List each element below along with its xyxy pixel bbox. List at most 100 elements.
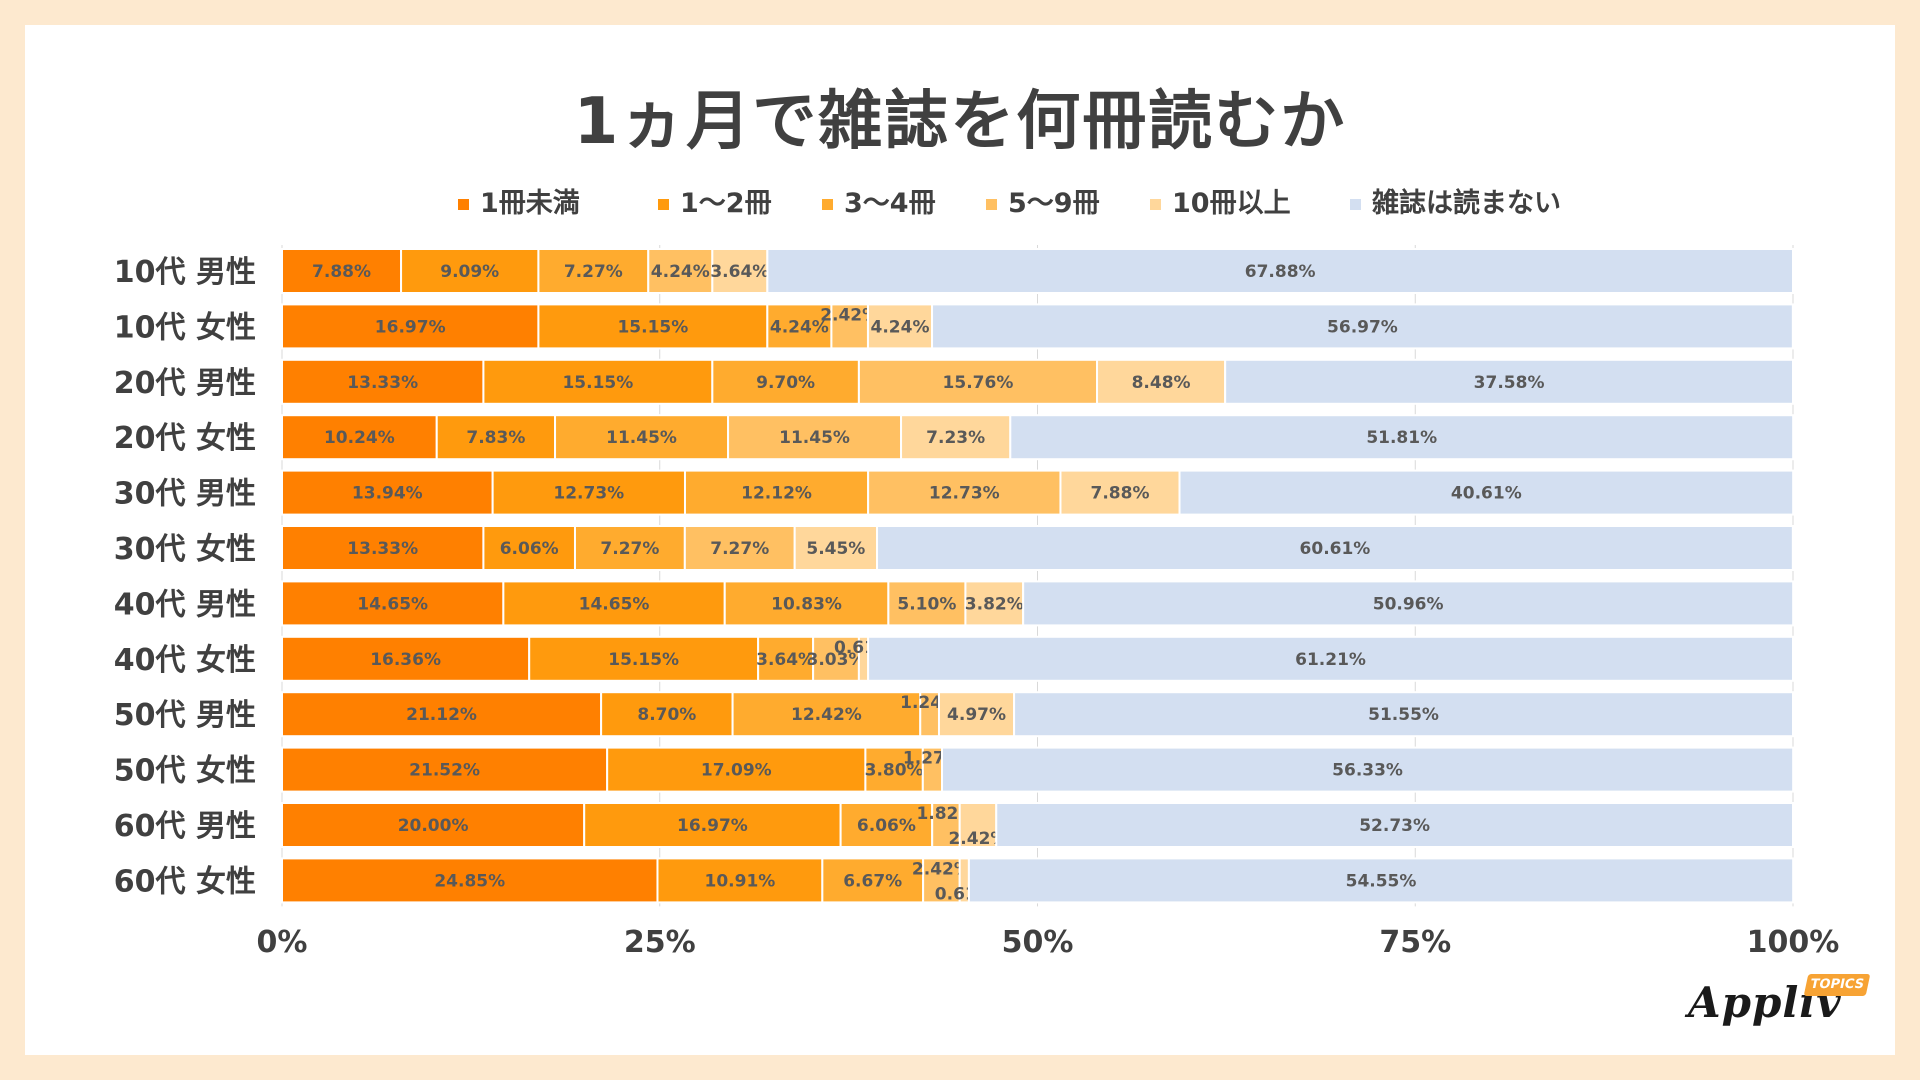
bar-segment: [922, 857, 961, 904]
data-label: 9.70%: [756, 373, 815, 393]
category-label: 40代 男性: [114, 587, 256, 622]
bar-segment: [683, 469, 870, 516]
data-label: 5.45%: [806, 539, 865, 559]
data-label: 3.82%: [965, 594, 1024, 614]
x-tick-label: 100%: [1747, 925, 1840, 960]
x-tick-label: 75%: [1379, 925, 1451, 960]
category-label: 40代 女性: [114, 643, 256, 678]
data-label: 60.61%: [1300, 539, 1371, 559]
data-label: 52.73%: [1359, 816, 1430, 836]
bar-segment: [757, 635, 815, 682]
category-label: 10代 男性: [114, 255, 256, 290]
data-label: 40.61%: [1451, 484, 1522, 504]
bar-segment: [1009, 414, 1795, 461]
legend-label: 雑誌は読まない: [1371, 187, 1561, 219]
bar-segment: [723, 580, 890, 627]
data-label: 4.24%: [871, 317, 930, 337]
data-label: 15.76%: [943, 373, 1014, 393]
bar-segment: [400, 248, 540, 294]
data-label: 13.94%: [352, 484, 423, 504]
data-label: 50.96%: [1373, 594, 1444, 614]
data-label: 21.12%: [406, 705, 477, 725]
bar-segment: [1059, 469, 1181, 516]
bar-segment: [1096, 358, 1227, 405]
data-label: 5.10%: [897, 594, 956, 614]
bar-segment: [887, 580, 967, 627]
x-tick-label: 0%: [257, 925, 308, 960]
bar-segment: [967, 857, 1795, 904]
bar-segment: [482, 525, 576, 571]
data-label: 7.27%: [564, 262, 623, 282]
data-label: 7.27%: [600, 539, 659, 559]
data-label: 7.83%: [466, 428, 525, 448]
data-label: 9.09%: [440, 262, 499, 282]
data-label: 13.33%: [347, 373, 418, 393]
category-label: 60代 女性: [114, 864, 256, 899]
chart-title: 1ヵ月で雑誌を何冊読むか: [573, 85, 1347, 159]
data-label: 3.64%: [756, 650, 815, 670]
bar-segment: [958, 802, 998, 848]
data-label: 11.45%: [606, 428, 677, 448]
data-label: 7.88%: [1091, 484, 1150, 504]
data-label: 21.52%: [409, 761, 480, 781]
bar-segment: [482, 358, 714, 405]
bar-segment: [766, 248, 1794, 294]
bar-segment: [711, 248, 769, 294]
legend-swatch: [458, 199, 469, 210]
bar-segment: [1178, 469, 1795, 516]
data-label: 20.00%: [398, 816, 469, 836]
data-label: 2.42%: [912, 859, 971, 879]
bar-segment: [281, 746, 609, 793]
category-label: 60代 男性: [114, 809, 256, 844]
legend-swatch: [1150, 199, 1161, 210]
category-label: 50代 男性: [114, 698, 256, 733]
category-label: 30代 男性: [114, 477, 256, 512]
legend-swatch: [1350, 199, 1361, 210]
bar-segment: [281, 414, 438, 461]
data-label: 4.24%: [651, 262, 710, 282]
bar-segment: [900, 414, 1012, 461]
data-label: 12.73%: [553, 484, 624, 504]
data-label: 54.55%: [1346, 871, 1417, 891]
data-label: 15.15%: [617, 317, 688, 337]
data-label: 7.88%: [312, 262, 371, 282]
bar-segment: [731, 691, 922, 738]
data-label: 6.06%: [500, 539, 559, 559]
data-label: 11.45%: [779, 428, 850, 448]
bar-segment: [821, 857, 925, 904]
data-label: 67.88%: [1245, 262, 1316, 282]
data-label: 37.58%: [1474, 373, 1545, 393]
bar-segment: [867, 635, 1794, 682]
bar-segment: [281, 691, 603, 738]
bar-segment: [528, 635, 760, 682]
bar-segment: [931, 303, 1794, 350]
data-label: 14.65%: [579, 594, 650, 614]
bar-segment: [995, 802, 1794, 848]
category-label: 20代 女性: [114, 421, 256, 456]
data-label: 3.03%: [807, 650, 866, 670]
data-label: 17.09%: [701, 761, 772, 781]
data-label: 3.64%: [710, 262, 769, 282]
legend-label: 1冊未満: [480, 188, 580, 219]
data-label: 10.91%: [705, 871, 776, 891]
category-label: 30代 女性: [114, 532, 256, 567]
bar-segment: [830, 303, 869, 350]
data-label: 61.21%: [1295, 650, 1366, 670]
data-label: 51.81%: [1366, 428, 1437, 448]
bar-segment: [435, 414, 557, 461]
legend-swatch: [986, 199, 997, 210]
data-label: 8.48%: [1132, 373, 1191, 393]
legend-swatch: [822, 199, 833, 210]
data-label: 2.42%: [948, 829, 1007, 849]
data-label: 16.97%: [677, 816, 748, 836]
bar-segment: [281, 635, 531, 682]
bar-segment: [867, 469, 1062, 516]
bar-segment: [964, 580, 1025, 627]
data-label: 12.73%: [929, 484, 1000, 504]
data-label: 7.23%: [926, 428, 985, 448]
data-label: 10.83%: [771, 594, 842, 614]
legend-label: 10冊以上: [1172, 188, 1291, 219]
data-label: 4.97%: [947, 705, 1006, 725]
data-label: 16.36%: [370, 650, 441, 670]
